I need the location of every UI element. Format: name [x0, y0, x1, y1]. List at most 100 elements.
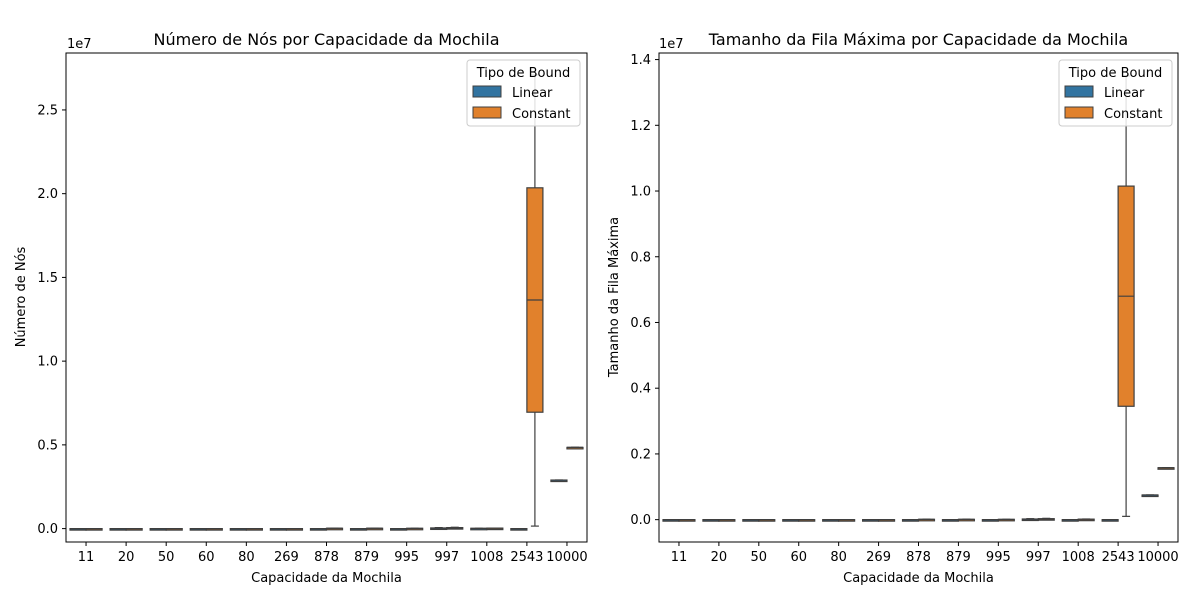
box-linear-995 [981, 519, 999, 522]
box-linear-10000 [1141, 494, 1159, 498]
y-axis-label: Tamanho da Fila Máxima [607, 217, 622, 378]
box-constant-995 [997, 518, 1015, 522]
box-constant-10000 [1157, 467, 1175, 470]
box-linear-879 [349, 528, 368, 531]
box-constant-878 [917, 518, 936, 522]
box-linear-20 [109, 528, 127, 531]
box-constant-879 [957, 518, 975, 522]
x-tick-label: 80 [830, 550, 847, 565]
x-tick-label: 997 [434, 550, 459, 565]
x-tick-label: 878 [906, 550, 931, 565]
y-tick-label: 2.5 [37, 103, 58, 118]
y-tick-label: 0.4 [630, 382, 651, 397]
box-constant-269 [285, 528, 304, 531]
legend-title: Tipo de Bound [476, 66, 570, 81]
x-tick-label: 20 [711, 550, 728, 565]
x-tick-label: 10000 [546, 550, 587, 565]
box-linear-1008 [470, 527, 488, 531]
x-tick-label: 2543 [1102, 550, 1135, 565]
x-tick-label: 269 [866, 550, 891, 565]
box-constant-80 [245, 528, 263, 531]
y-tick-label: 1.0 [37, 355, 58, 370]
x-axis-label: Capacidade da Mochila [843, 571, 994, 586]
x-tick-label: 10000 [1137, 550, 1178, 565]
legend-label-constant: Constant [1104, 107, 1162, 122]
legend-label-linear: Linear [512, 86, 553, 101]
chart-nodes: Número de Nós por Capacidade da Mochila … [14, 30, 588, 586]
x-tick-label: 1008 [470, 550, 503, 565]
box-linear-1008 [1061, 519, 1079, 522]
box-constant-80 [838, 519, 856, 522]
box-linear-997 [430, 526, 448, 531]
box-linear-60 [782, 519, 800, 522]
y-tick-label: 1.2 [630, 119, 651, 134]
x-tick-label: 20 [118, 550, 135, 565]
box-linear-879 [941, 519, 960, 522]
x-tick-label: 50 [158, 550, 175, 565]
x-tick-label: 879 [946, 550, 971, 565]
legend-swatch-constant [1064, 106, 1094, 119]
box-constant-997 [446, 526, 464, 530]
y-axis-offset-text: 1e7 [659, 37, 684, 52]
box-constant-878 [325, 527, 344, 531]
x-tick-label: 995 [394, 550, 419, 565]
box-linear-80 [822, 519, 840, 522]
box-constant-879 [365, 527, 384, 531]
box-linear-60 [189, 528, 207, 531]
plot-area [662, 75, 1175, 522]
x-tick-label: 878 [314, 550, 339, 565]
box-linear-50 [742, 519, 760, 522]
x-tick-label: 2543 [510, 550, 543, 565]
box-linear-997 [1021, 518, 1039, 522]
box-constant-11 [678, 519, 696, 522]
y-tick-label: 0.2 [630, 447, 651, 462]
y-tick-label: 0.0 [37, 522, 58, 537]
x-tick-label: 879 [354, 550, 379, 565]
box-constant-60 [205, 528, 223, 531]
box-constant-20 [718, 519, 736, 522]
box-linear-269 [269, 528, 288, 531]
box-linear-11 [69, 528, 87, 531]
plot-area [69, 74, 584, 531]
box-constant-2543 [526, 74, 544, 527]
legend-title: Tipo de Bound [1068, 66, 1162, 81]
box-constant-995 [406, 527, 424, 531]
legend-swatch-linear [1064, 85, 1094, 98]
legend: Tipo de Bound Linear Constant [1058, 59, 1173, 127]
legend-swatch-linear [472, 85, 502, 98]
x-tick-label: 11 [671, 550, 688, 565]
x-tick-label: 80 [238, 550, 255, 565]
box-linear-11 [662, 519, 680, 522]
box-constant-269 [877, 519, 896, 522]
box-linear-80 [229, 528, 247, 531]
x-tick-label: 1008 [1062, 550, 1095, 565]
y-tick-label: 1.4 [630, 53, 651, 68]
box-linear-878 [309, 528, 328, 531]
box-linear-2543 [1101, 519, 1119, 522]
box-constant-1008 [486, 527, 504, 531]
legend-swatch-constant [472, 106, 502, 119]
chart-title: Tamanho da Fila Máxima por Capacidade da… [708, 30, 1128, 49]
y-tick-label: 0.8 [630, 250, 651, 265]
box-linear-269 [862, 519, 880, 522]
x-tick-label: 269 [274, 550, 299, 565]
legend: Tipo de Bound Linear Constant [466, 59, 581, 127]
x-axis-label: Capacidade da Mochila [251, 571, 402, 586]
y-axis-label: Número de Nós [14, 246, 29, 347]
box-constant-10000 [566, 446, 584, 450]
y-tick-label: 0.6 [630, 316, 651, 331]
box-constant-997 [1037, 517, 1055, 521]
legend-label-constant: Constant [512, 107, 570, 122]
chart-queue-size: Tamanho da Fila Máxima por Capacidade da… [607, 30, 1179, 586]
chart-title: Número de Nós por Capacidade da Mochila [153, 30, 499, 49]
y-tick-label: 1.0 [630, 185, 651, 200]
box-linear-2543 [510, 528, 528, 531]
y-tick-label: 0.5 [37, 438, 58, 453]
y-tick-label: 1.5 [37, 271, 58, 286]
x-tick-label: 11 [78, 550, 95, 565]
x-tick-label: 60 [790, 550, 807, 565]
box-linear-10000 [550, 479, 568, 483]
box-constant-60 [798, 519, 816, 522]
